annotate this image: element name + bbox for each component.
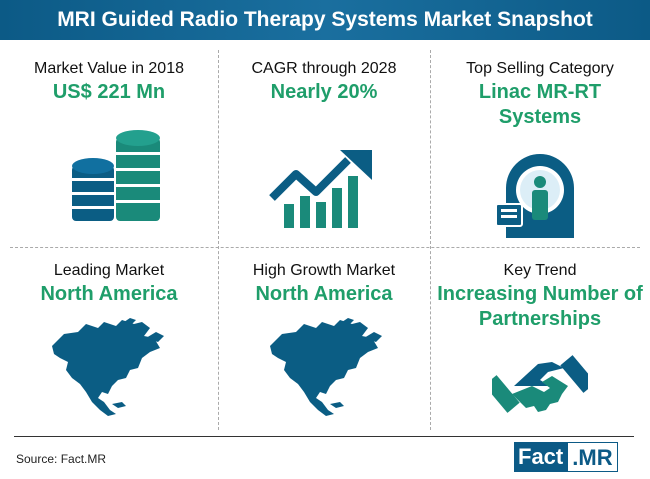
handshake-icon xyxy=(492,355,588,413)
growth-chart-icon xyxy=(269,150,372,228)
north-america-map-icon xyxy=(52,318,164,416)
top-category-value-line2: Systems xyxy=(498,106,582,128)
footer-divider xyxy=(14,436,634,437)
market-value-label: Market Value in 2018 xyxy=(33,60,184,77)
market-value-cell: Market Value in 2018 US$ 221 Mn xyxy=(0,60,218,105)
key-trend-cell: Key Trend Increasing Number of Partnersh… xyxy=(430,262,650,332)
key-trend-value-line2: Partnerships xyxy=(478,308,602,330)
coins-stack-icon xyxy=(72,130,160,221)
divider-horizontal xyxy=(10,247,640,248)
factmr-logo: Fact .MR xyxy=(514,442,618,472)
title-bar xyxy=(0,0,650,40)
key-trend-value-line1: Increasing Number of xyxy=(437,283,643,305)
high-growth-label: High Growth Market xyxy=(252,262,396,279)
leading-market-label: Leading Market xyxy=(53,262,165,279)
high-growth-value: North America xyxy=(255,283,393,305)
cagr-cell: CAGR through 2028 Nearly 20% xyxy=(218,60,430,105)
divider-vertical-2 xyxy=(430,50,431,430)
logo-right-text: .MR xyxy=(567,442,618,472)
logo-left-text: Fact xyxy=(514,442,568,472)
cagr-value: Nearly 20% xyxy=(270,81,378,103)
cagr-label: CAGR through 2028 xyxy=(251,60,397,77)
mri-machine-icon xyxy=(495,154,574,238)
market-value-value: US$ 221 Mn xyxy=(52,81,166,103)
leading-market-cell: Leading Market North America xyxy=(0,262,218,307)
high-growth-cell: High Growth Market North America xyxy=(218,262,430,307)
north-america-map-icon xyxy=(270,318,382,416)
key-trend-label: Key Trend xyxy=(503,262,577,279)
top-category-label: Top Selling Category xyxy=(466,60,614,77)
top-category-value-line1: Linac MR-RT xyxy=(478,81,602,103)
leading-market-value: North America xyxy=(40,283,178,305)
top-category-cell: Top Selling Category Linac MR-RT Systems xyxy=(430,60,650,130)
divider-vertical-1 xyxy=(218,50,219,430)
page-title: MRI Guided Radio Therapy Systems Market … xyxy=(57,8,593,31)
source-text: Source: Fact.MR xyxy=(16,452,107,466)
